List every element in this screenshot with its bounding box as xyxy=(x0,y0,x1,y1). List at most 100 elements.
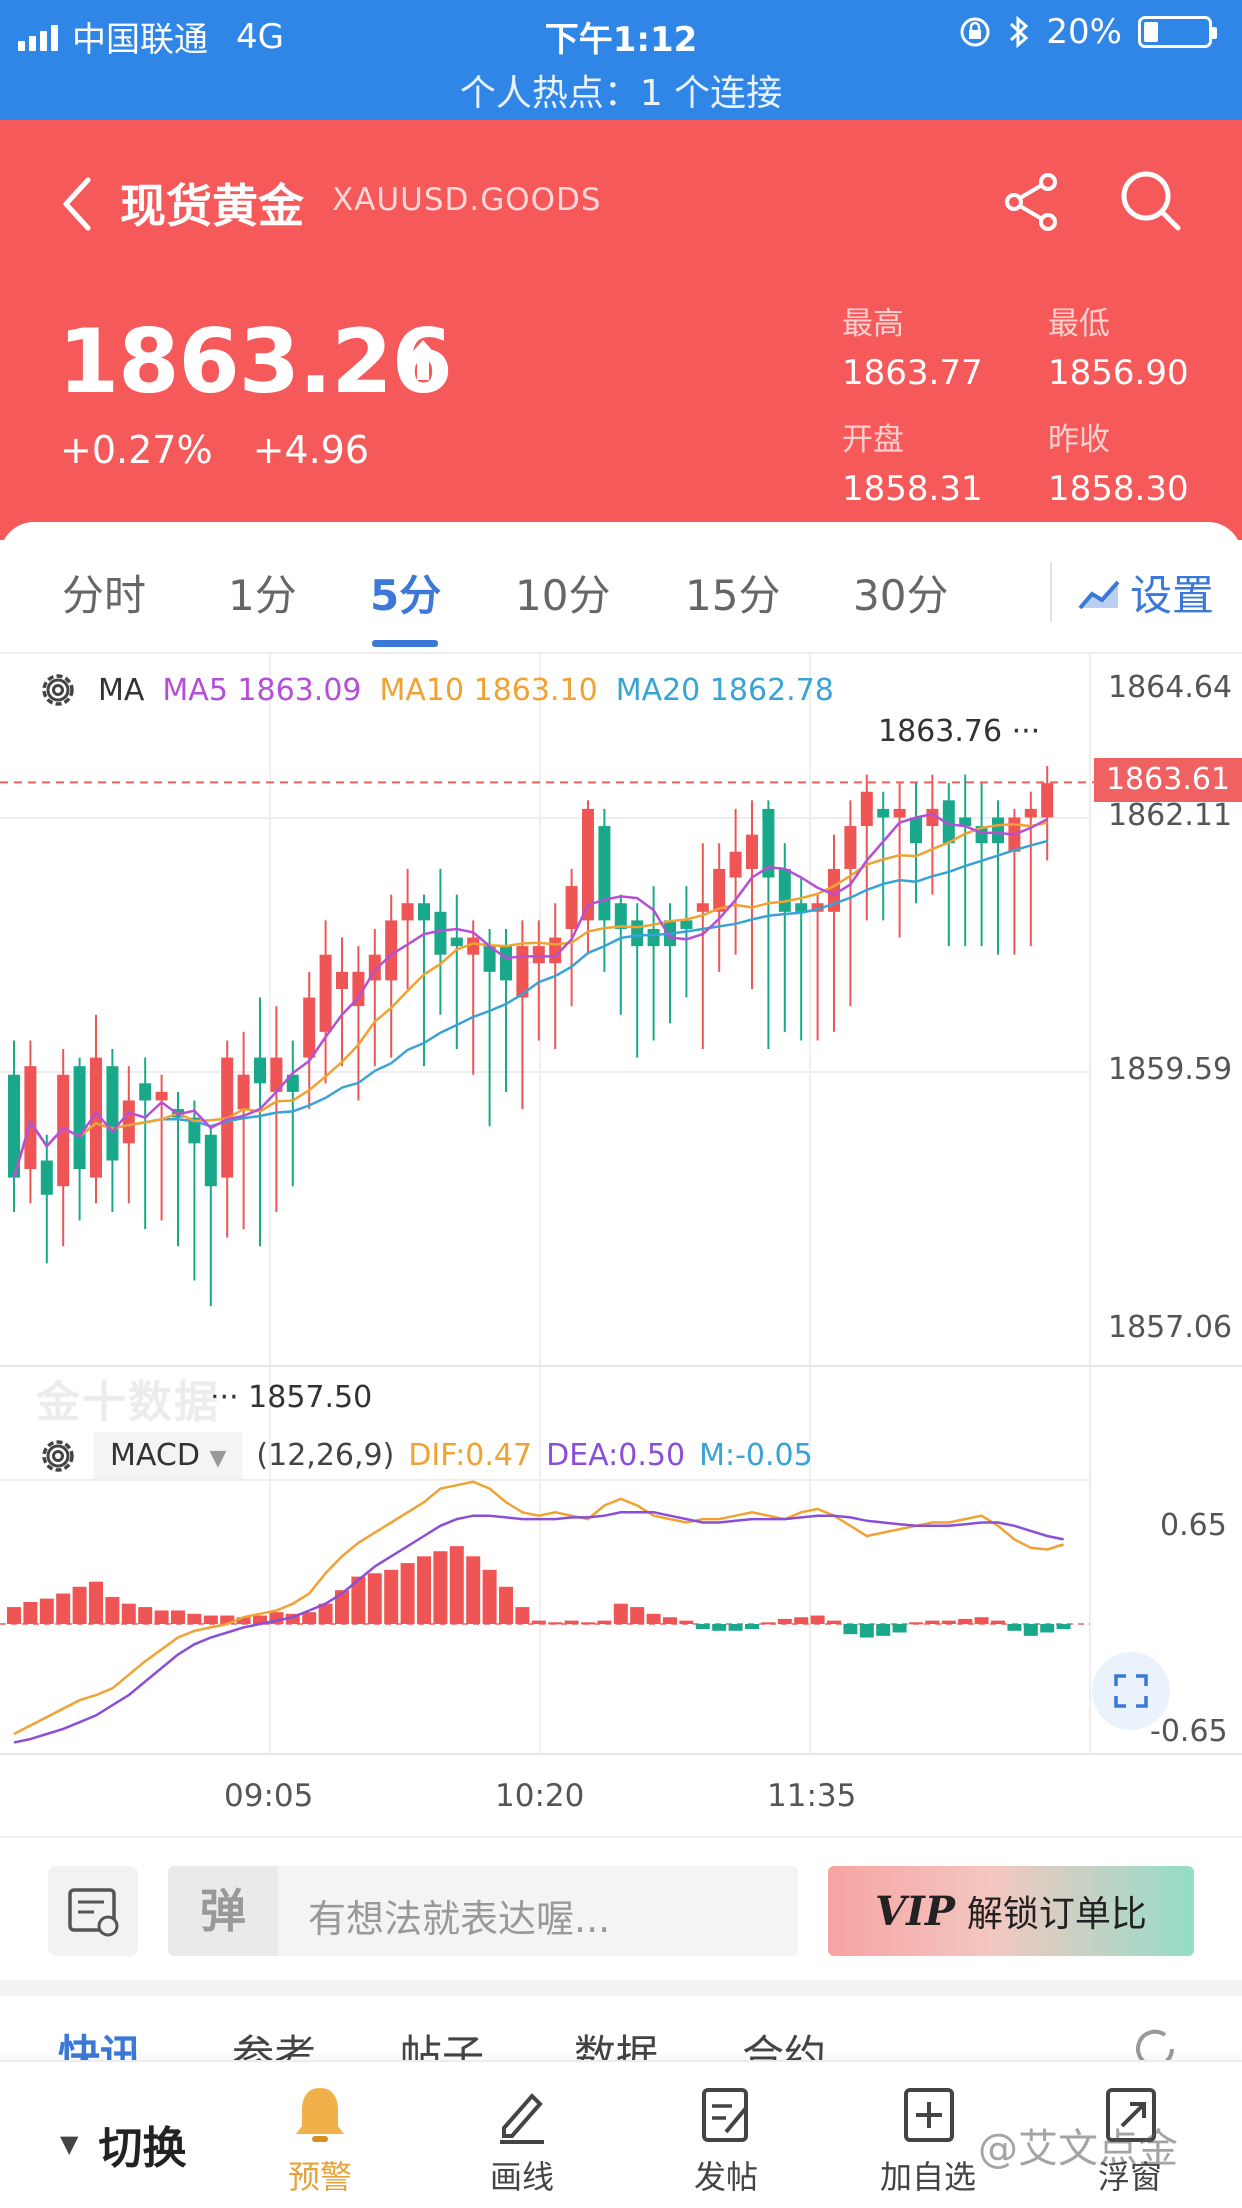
tab-15min[interactable]: 15分 xyxy=(685,571,781,620)
min-price-label: ··· 1857.50 xyxy=(210,1380,373,1415)
alert-button[interactable]: 预警 xyxy=(250,2082,390,2198)
macd-bar xyxy=(121,1603,136,1624)
macd-bar xyxy=(302,1612,317,1624)
content-tabs: 快讯 参考 帖子 数据 合约 xyxy=(0,1996,1242,2060)
ma-legend: MA MA5 1863.09 MA10 1863.10 MA20 1862.78 xyxy=(36,668,834,712)
tab-1min[interactable]: 1分 xyxy=(228,571,297,620)
macd-params: (12,26,9) xyxy=(256,1438,395,1473)
candle-body xyxy=(893,808,906,818)
post-label: 发帖 xyxy=(693,2158,758,2196)
macd-tick-top: 0.65 xyxy=(1160,1508,1227,1543)
add-watchlist-label: 加自选 xyxy=(879,2158,976,2196)
alert-label: 预警 xyxy=(287,2158,352,2196)
comment-input[interactable]: 弹 有想法就表达喔... xyxy=(168,1866,798,1956)
tab-contract[interactable]: 合约 xyxy=(742,2031,827,2060)
macd-bar xyxy=(384,1569,399,1624)
macd-bar xyxy=(318,1603,333,1624)
candle-body xyxy=(631,920,644,947)
tab-30min[interactable]: 30分 xyxy=(853,571,949,620)
tab-data[interactable]: 数据 xyxy=(574,2031,659,2060)
macd-bar xyxy=(482,1569,497,1624)
candle-body xyxy=(811,903,824,912)
chart-settings-button[interactable]: 设置 xyxy=(1078,562,1214,623)
author-watermark: @艾文点金 xyxy=(978,2126,1178,2172)
stat-low: 最低 1856.90 xyxy=(1048,306,1189,393)
y-tick-3: 1859.59 xyxy=(1108,1052,1233,1087)
float-window-button[interactable]: 浮窗 xyxy=(1060,2082,1200,2198)
notes-button[interactable] xyxy=(48,1866,138,1956)
macd-bar xyxy=(761,1622,776,1625)
candle-body xyxy=(680,920,693,929)
candle-body xyxy=(860,791,873,827)
candle-body xyxy=(450,937,463,947)
candle-body xyxy=(500,946,512,981)
macd-bar xyxy=(843,1624,858,1635)
candle-body xyxy=(139,1083,152,1101)
candle-body xyxy=(237,1074,250,1110)
tab-flash[interactable]: 快讯 xyxy=(58,2031,143,2060)
ma5-line xyxy=(12,812,1048,1178)
tab-reference[interactable]: 参考 xyxy=(232,2031,317,2060)
float-window-icon xyxy=(1106,2088,1156,2142)
macd-bar xyxy=(105,1596,120,1624)
chart-line-icon xyxy=(1078,580,1120,609)
macd-bar xyxy=(253,1615,267,1624)
carrier-name: 中国联通 xyxy=(72,20,208,60)
tab-10min[interactable]: 10分 xyxy=(515,571,611,620)
macd-bar xyxy=(679,1620,694,1624)
gear-icon[interactable] xyxy=(36,668,80,712)
stat-high: 最高 1863.77 xyxy=(842,306,983,393)
candle-body xyxy=(778,868,791,912)
macd-bar xyxy=(646,1613,661,1624)
fullscreen-button[interactable] xyxy=(1092,1652,1170,1730)
indicator-select[interactable]: MACD ▼ xyxy=(94,1432,243,1479)
candle-body xyxy=(647,928,660,947)
tab-posts[interactable]: 帖子 xyxy=(400,2031,485,2060)
draw-line-label: 画线 xyxy=(489,2158,554,2196)
add-watchlist-button[interactable]: 加自选 xyxy=(858,2082,998,2198)
symbol-code: XAUUSD.GOODS xyxy=(332,182,602,218)
gear-icon[interactable] xyxy=(36,1434,80,1478)
hotspot-banner[interactable]: 个人热点：1 个连接 xyxy=(459,73,783,114)
macd-bar xyxy=(630,1607,645,1624)
macd-bar xyxy=(712,1624,727,1631)
danmaku-badge[interactable]: 弹 xyxy=(168,1866,278,1956)
comment-placeholder: 有想法就表达喔... xyxy=(308,1897,611,1941)
candle-body xyxy=(532,946,545,964)
search-icon[interactable] xyxy=(1118,168,1182,232)
candle-body xyxy=(122,1100,135,1144)
vip-unlock-button[interactable]: VIP 解锁订单比 xyxy=(828,1866,1194,1956)
signal-icon xyxy=(18,23,58,51)
candle-body xyxy=(762,808,775,878)
note-settings-icon xyxy=(68,1888,119,1937)
macd-bar xyxy=(1040,1624,1055,1633)
plus-square-icon xyxy=(904,2088,954,2142)
y-tick-2: 1862.11 xyxy=(1108,798,1233,833)
macd-bar xyxy=(367,1573,382,1624)
candle-body xyxy=(106,1066,119,1161)
dif-value: DIF:0.47 xyxy=(408,1438,533,1473)
time-label-1: 09:05 xyxy=(224,1778,314,1814)
tab-timeshare[interactable]: 分时 xyxy=(62,571,147,620)
back-icon[interactable] xyxy=(60,176,94,232)
candle-body xyxy=(1041,783,1054,818)
candle-body xyxy=(795,903,808,912)
refresh-icon[interactable] xyxy=(1130,2024,1180,2060)
candle-body xyxy=(910,817,922,844)
kline-chart[interactable]: MA MA5 1863.09 MA10 1863.10 MA20 1862.78… xyxy=(0,652,1242,1832)
macd-bar xyxy=(220,1615,235,1624)
candle-body xyxy=(467,937,480,955)
switch-button[interactable]: ▼ 切换 xyxy=(60,2112,186,2176)
rotation-lock-icon xyxy=(960,17,990,47)
macd-bar xyxy=(695,1624,710,1630)
macd-bar xyxy=(449,1546,464,1624)
candle-body xyxy=(746,834,758,869)
tab-5min[interactable]: 5分 xyxy=(370,571,442,620)
post-button[interactable]: 发帖 xyxy=(656,2082,796,2198)
share-icon[interactable] xyxy=(1000,170,1064,234)
tab-indicator xyxy=(372,640,438,647)
last-price-tag: 1863.61 xyxy=(1094,758,1242,802)
kline-svg[interactable] xyxy=(0,654,1242,1834)
draw-line-button[interactable]: 画线 xyxy=(452,2082,592,2198)
macd-bar xyxy=(56,1593,71,1624)
